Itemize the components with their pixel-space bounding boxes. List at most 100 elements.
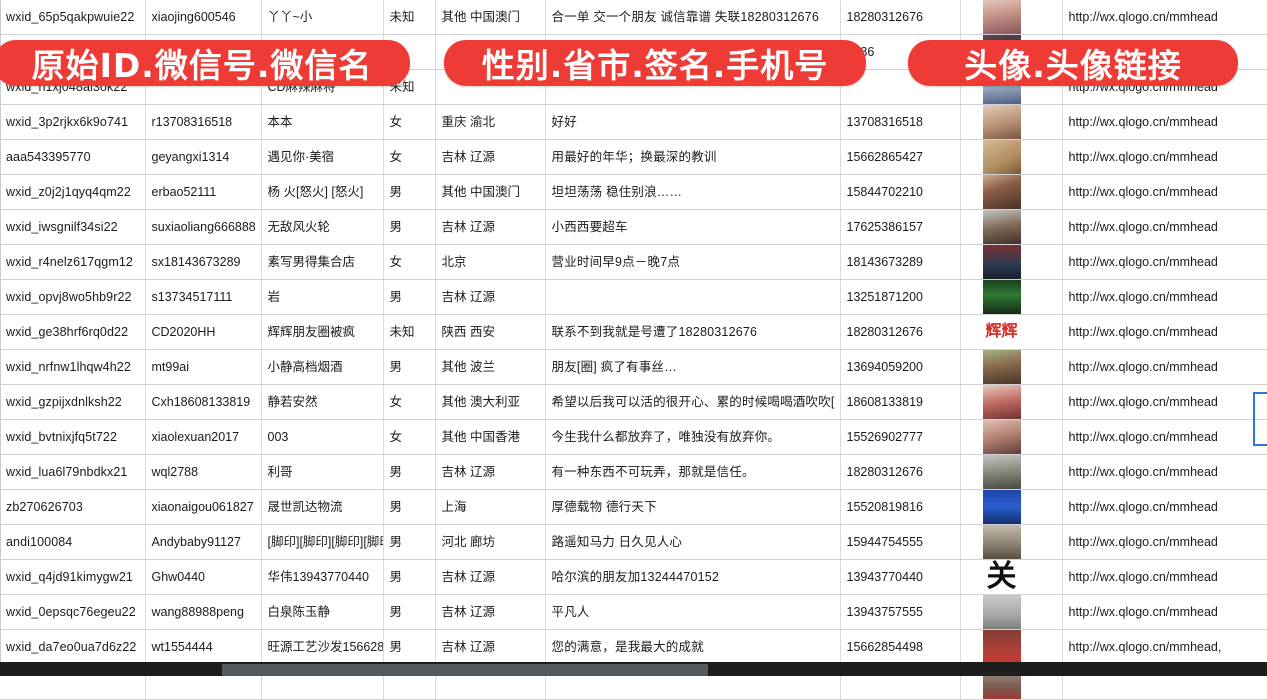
- cell-phone-number[interactable]: 18280312676: [840, 454, 961, 490]
- cell-phone-number[interactable]: 13943757555: [840, 594, 961, 630]
- cell-wechat-id[interactable]: xiaonaigou061827: [145, 489, 262, 525]
- cell-province-city[interactable]: 吉林 辽源: [435, 594, 546, 630]
- cell-wechat-id[interactable]: wql2788: [145, 454, 262, 490]
- cell-wechat-name[interactable]: 白泉陈玉静: [261, 594, 384, 630]
- cell-province-city[interactable]: 吉林 辽源: [435, 559, 546, 595]
- cell-original-id[interactable]: aaa543395770: [0, 139, 146, 175]
- cell-avatar-thumbnail[interactable]: [960, 419, 1063, 455]
- cell-wechat-name[interactable]: [脚印][脚印][脚印][脚印: [261, 524, 384, 560]
- cell-signature[interactable]: 小西西要超车: [545, 209, 841, 245]
- cell-original-id[interactable]: wxid_ge38hrf6rq0d22: [0, 314, 146, 350]
- table-row[interactable]: wxid_65p5qakpwuie22 xiaojing600546 丫丫~小 未知其…: [0, 0, 1267, 35]
- cell-original-id[interactable]: wxid_bvtnixjfq5t722: [0, 419, 146, 455]
- cell-avatar-thumbnail[interactable]: 关: [960, 559, 1063, 595]
- cell-signature[interactable]: 合一单 交一个朋友 诚信靠谱 失联18280312676: [545, 0, 841, 35]
- table-row[interactable]: wxid_bvtnixjfq5t722 xiaolexuan2017 003 女其他 …: [0, 419, 1267, 455]
- cell-original-id[interactable]: zb270626703: [0, 489, 146, 525]
- cell-signature[interactable]: 营业时间早9点－晚7点: [545, 244, 841, 280]
- cell-avatar-thumbnail[interactable]: [960, 454, 1063, 490]
- cell-wechat-name[interactable]: 旺源工艺沙发15662854: [261, 629, 384, 665]
- cell-wechat-id[interactable]: sx18143673289: [145, 244, 262, 280]
- cell-signature[interactable]: 路遥知马力 日久见人心: [545, 524, 841, 560]
- cell-avatar-thumbnail[interactable]: [960, 104, 1063, 140]
- cell-province-city[interactable]: 河北 廊坊: [435, 524, 546, 560]
- cell-phone-number[interactable]: 15662854498: [840, 629, 961, 665]
- cell-wechat-id[interactable]: erbao52111: [145, 174, 262, 210]
- cell-original-id[interactable]: wxid_da7eo0ua7d6z22: [0, 629, 146, 665]
- cell-signature[interactable]: 用最好的年华；换最深的教训: [545, 139, 841, 175]
- cell-avatar-thumbnail[interactable]: [960, 209, 1063, 245]
- cell-avatar-link[interactable]: http://wx.qlogo.cn/mmhead: [1062, 244, 1267, 280]
- table-row[interactable]: wxid_nrfnw1lhqw4h22 mt99ai 小静高档烟酒男其他 波兰 朋友[…: [0, 349, 1267, 385]
- cell-avatar-link[interactable]: http://wx.qlogo.cn/mmhead: [1062, 349, 1267, 385]
- cell-phone-number[interactable]: 13943770440: [840, 559, 961, 595]
- table-row[interactable]: wxid_gzpijxdnlksh22 Cxh18608133819 静若安然女其他…: [0, 384, 1267, 420]
- cell-gender[interactable]: 女: [383, 384, 436, 420]
- cell-phone-number[interactable]: 13708316518: [840, 104, 961, 140]
- cell-phone-number[interactable]: 17625386157: [840, 209, 961, 245]
- cell-avatar-thumbnail[interactable]: [960, 629, 1063, 665]
- table-row[interactable]: wxid_opvj8wo5hb9r22 s13734517111 岩男吉林 辽源 13…: [0, 279, 1267, 315]
- table-row[interactable]: wxid_0epsqc76egeu22 wang88988peng 白泉陈玉静男吉林…: [0, 594, 1267, 630]
- cell-wechat-name[interactable]: 003: [261, 419, 384, 455]
- cell-wechat-id[interactable]: r13708316518: [145, 104, 262, 140]
- cell-province-city[interactable]: 吉林 辽源: [435, 279, 546, 315]
- cell-province-city[interactable]: 吉林 辽源: [435, 454, 546, 490]
- cell-wechat-name[interactable]: 小静高档烟酒: [261, 349, 384, 385]
- table-row[interactable]: wxid_iwsgnilf34si22 suxiaoliang666888 无敌风火…: [0, 209, 1267, 245]
- cell-avatar-link[interactable]: http://wx.qlogo.cn/mmhead: [1062, 209, 1267, 245]
- cell-original-id[interactable]: wxid_opvj8wo5hb9r22: [0, 279, 146, 315]
- cell-wechat-id[interactable]: suxiaoliang666888: [145, 209, 262, 245]
- cell-original-id[interactable]: wxid_65p5qakpwuie22: [0, 0, 146, 35]
- cell-original-id[interactable]: wxid_iwsgnilf34si22: [0, 209, 146, 245]
- cell-avatar-thumbnail[interactable]: [960, 139, 1063, 175]
- cell-wechat-id[interactable]: Ghw0440: [145, 559, 262, 595]
- cell-avatar-link[interactable]: http://wx.qlogo.cn/mmhead: [1062, 524, 1267, 560]
- table-row[interactable]: wxid_z0j2j1qyq4qm22 erbao52111 杨 火[怒火] [怒火…: [0, 174, 1267, 210]
- cell-gender[interactable]: 男: [383, 454, 436, 490]
- cell-province-city[interactable]: 陕西 西安: [435, 314, 546, 350]
- cell-gender[interactable]: 女: [383, 419, 436, 455]
- cell-wechat-name[interactable]: 华伟13943770440: [261, 559, 384, 595]
- cell-signature[interactable]: 希望以后我可以活的很开心、累的时候喝喝酒吹吹[: [545, 384, 841, 420]
- cell-phone-number[interactable]: 18280312676: [840, 314, 961, 350]
- cell-wechat-name[interactable]: 遇见你·美宿: [261, 139, 384, 175]
- cell-wechat-name[interactable]: 岩: [261, 279, 384, 315]
- cell-avatar-link[interactable]: http://wx.qlogo.cn/mmhead: [1062, 489, 1267, 525]
- cell-wechat-name[interactable]: 无敌风火轮: [261, 209, 384, 245]
- cell-phone-number[interactable]: 15520819816: [840, 489, 961, 525]
- cell-original-id[interactable]: wxid_z0j2j1qyq4qm22: [0, 174, 146, 210]
- table-row[interactable]: andi100084 Andybaby91127 [脚印][脚印][脚印][脚印男河…: [0, 524, 1267, 560]
- cell-avatar-thumbnail[interactable]: [960, 384, 1063, 420]
- cell-gender[interactable]: 男: [383, 279, 436, 315]
- cell-province-city[interactable]: 其他 波兰: [435, 349, 546, 385]
- cell-phone-number[interactable]: 18280312676: [840, 0, 961, 35]
- cell-phone-number[interactable]: 13694059200: [840, 349, 961, 385]
- cell-original-id[interactable]: wxid_gzpijxdnlksh22: [0, 384, 146, 420]
- table-row[interactable]: wxid_lua6l79nbdkx21 wql2788 利哥男吉林 辽源 有一种东西不…: [0, 454, 1267, 490]
- cell-gender[interactable]: 男: [383, 559, 436, 595]
- cell-gender[interactable]: 女: [383, 244, 436, 280]
- cell-wechat-id[interactable]: wang88988peng: [145, 594, 262, 630]
- table-row[interactable]: wxid_q4jd91kimygw21 Ghw0440 华伟13943770440 男…: [0, 559, 1267, 595]
- cell-province-city[interactable]: 其他 中国澳门: [435, 174, 546, 210]
- cell-province-city[interactable]: 吉林 辽源: [435, 139, 546, 175]
- cell-avatar-thumbnail[interactable]: [960, 524, 1063, 560]
- cell-avatar-thumbnail[interactable]: [960, 0, 1063, 35]
- cell-avatar-link[interactable]: http://wx.qlogo.cn/mmhead: [1062, 174, 1267, 210]
- cell-original-id[interactable]: wxid_q4jd91kimygw21: [0, 559, 146, 595]
- cell-avatar-thumbnail[interactable]: [960, 279, 1063, 315]
- cell-avatar-link[interactable]: http://wx.qlogo.cn/mmhead: [1062, 594, 1267, 630]
- cell-gender[interactable]: 女: [383, 139, 436, 175]
- cell-gender[interactable]: 男: [383, 489, 436, 525]
- cell-wechat-id[interactable]: xiaojing600546: [145, 0, 262, 35]
- cell-avatar-link[interactable]: http://wx.qlogo.cn/mmhead: [1062, 419, 1267, 455]
- cell-signature[interactable]: 坦坦荡荡 稳住别浪……: [545, 174, 841, 210]
- cell-signature[interactable]: 您的满意，是我最大的成就: [545, 629, 841, 665]
- cell-avatar-thumbnail[interactable]: [960, 594, 1063, 630]
- cell-gender[interactable]: 男: [383, 524, 436, 560]
- cell-signature[interactable]: 有一种东西不可玩弄，那就是信任。: [545, 454, 841, 490]
- cell-avatar-thumbnail[interactable]: [960, 244, 1063, 280]
- table-row[interactable]: wxid_da7eo0ua7d6z22 wt1554444 旺源工艺沙发156628…: [0, 629, 1267, 665]
